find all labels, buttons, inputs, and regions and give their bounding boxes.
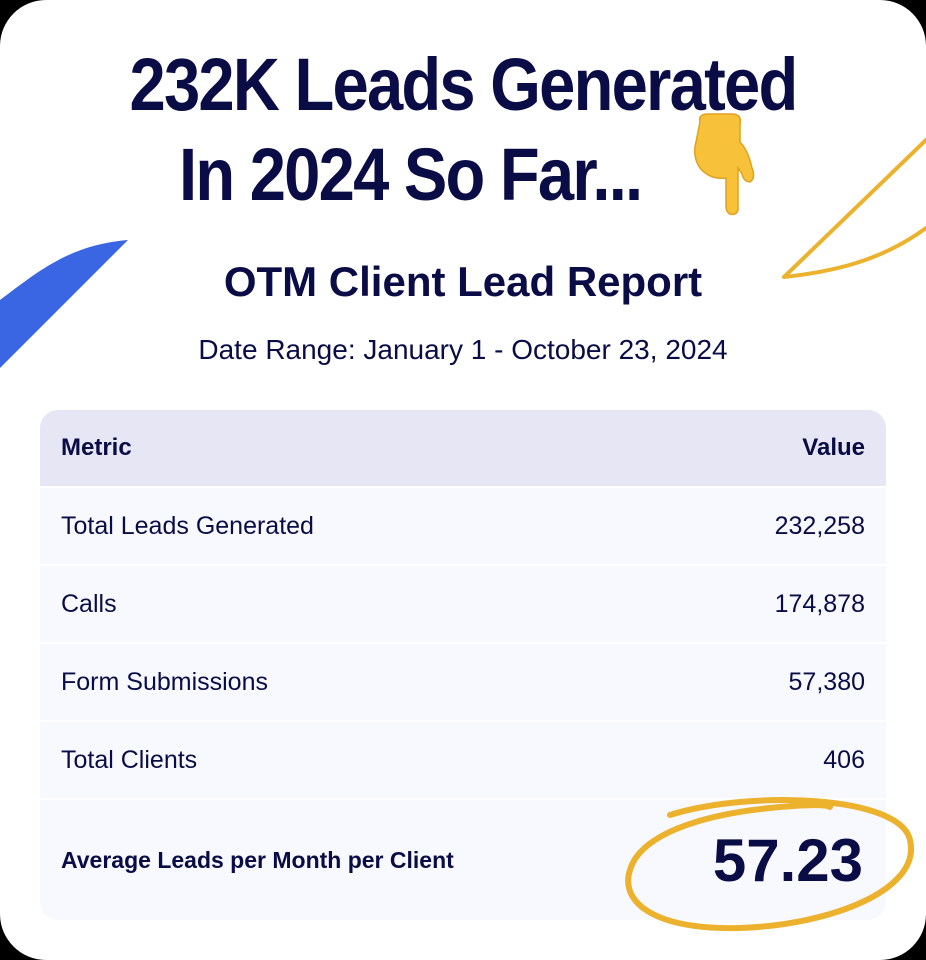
- headline: 232K Leads Generated In 2024 So Far...: [0, 40, 926, 220]
- header-metric: Metric: [61, 434, 132, 461]
- table-row: Total Leads Generated 232,258: [40, 486, 886, 564]
- metric-label: Calls: [61, 589, 117, 618]
- headline-line-1: 232K Leads Generated: [129, 43, 799, 126]
- table-row: Calls 174,878: [40, 564, 886, 642]
- metric-label: Average Leads per Month per Client: [61, 846, 454, 873]
- metric-value: 232,258: [774, 511, 865, 540]
- metric-value: 57,380: [788, 667, 865, 696]
- metric-label: Total Clients: [61, 745, 198, 774]
- metrics-table: Metric Value Total Leads Generated 232,2…: [40, 410, 886, 920]
- date-range: Date Range: January 1 - October 23, 2024: [198, 334, 728, 365]
- metric-label: Total Leads Generated: [61, 511, 314, 540]
- table-row: Form Submissions 57,380: [40, 642, 886, 720]
- table-header: Metric Value: [40, 410, 886, 486]
- table-row-highlight: Average Leads per Month per Client 57.23: [40, 798, 886, 920]
- metric-label: Form Submissions: [61, 667, 268, 696]
- table-row: Total Clients 406: [40, 720, 886, 798]
- report-title: OTM Client Lead Report: [223, 258, 703, 305]
- metric-value: 174,878: [774, 589, 865, 618]
- pointing-down-hand-icon: [693, 113, 755, 216]
- metric-value: 406: [823, 745, 865, 774]
- headline-line-2: In 2024 So Far...: [179, 133, 643, 216]
- header-value: Value: [802, 434, 865, 461]
- highlighted-value: 57.23: [712, 826, 863, 894]
